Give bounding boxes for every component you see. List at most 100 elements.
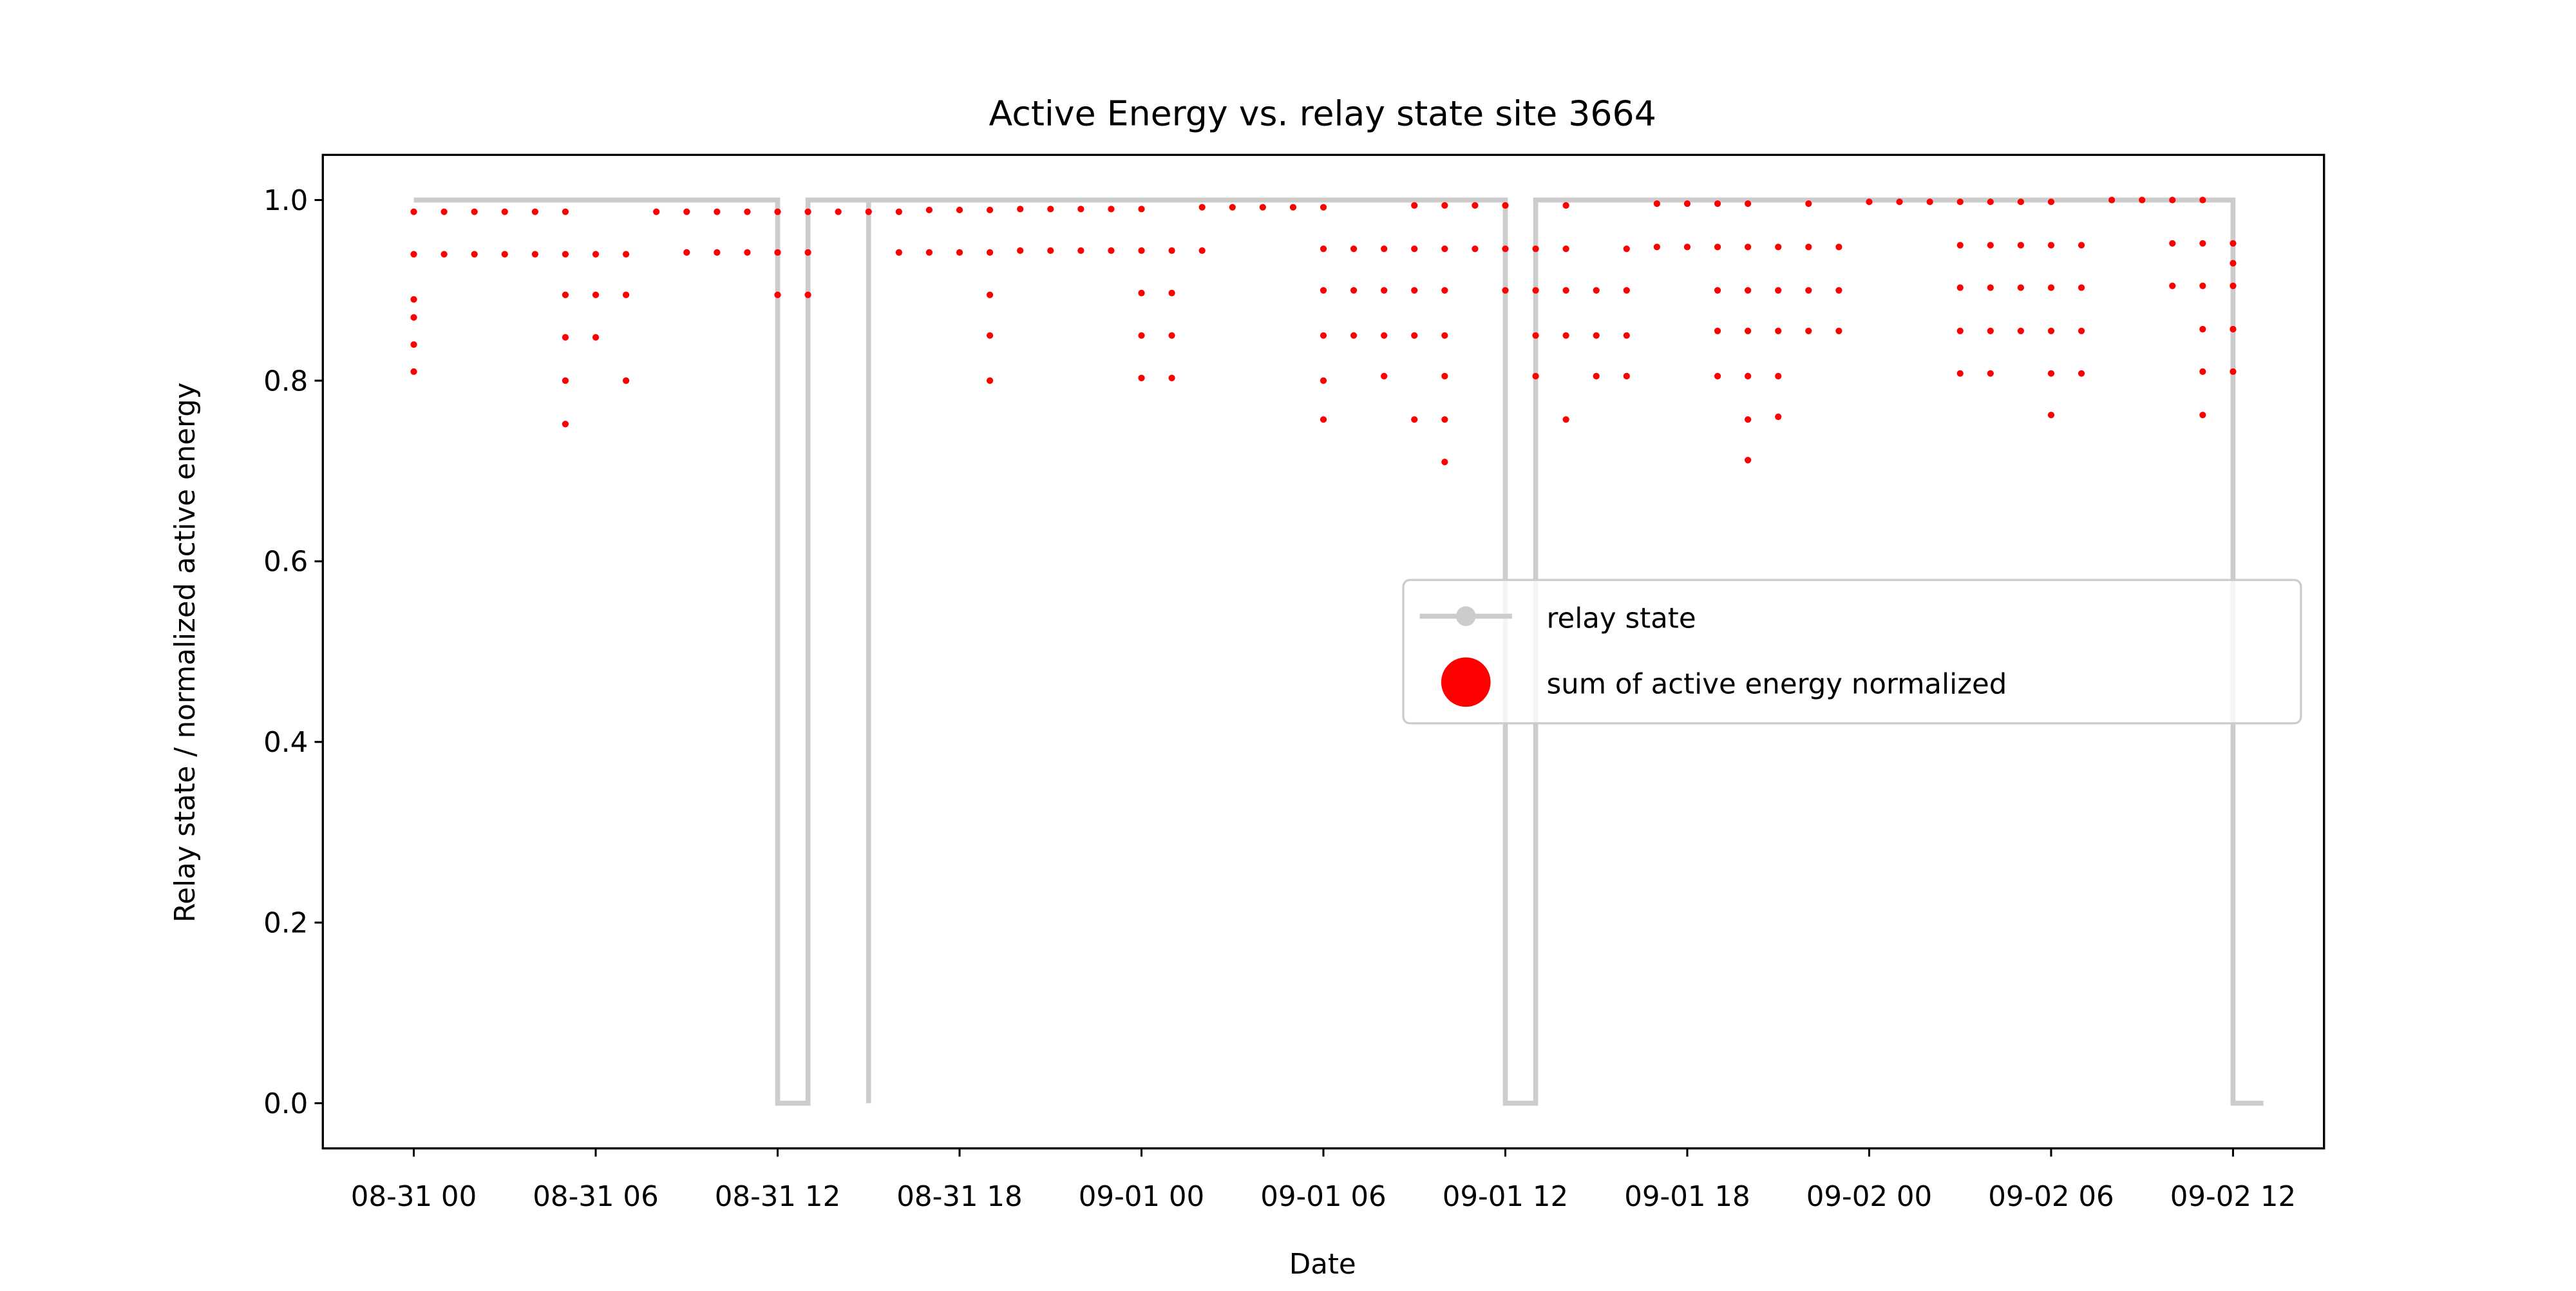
energy-point (1956, 198, 1964, 206)
energy-point (1956, 284, 1964, 291)
energy-point (1532, 372, 1539, 380)
energy-point (1775, 327, 1782, 334)
energy-point (1320, 287, 1327, 294)
legend-marker (1441, 657, 1491, 707)
energy-point (2169, 196, 2176, 204)
energy-point (2199, 196, 2206, 204)
energy-point (1502, 202, 1509, 209)
energy-point (1441, 416, 1448, 423)
energy-point (2078, 242, 2085, 249)
energy-point (1320, 245, 1327, 253)
y-tick-label: 0.0 (263, 1088, 308, 1120)
energy-point (2017, 327, 2024, 334)
energy-point (1411, 332, 1418, 339)
energy-point (1835, 327, 1842, 334)
x-tick-label: 09-01 00 (1079, 1181, 1204, 1213)
energy-point (925, 249, 933, 256)
energy-point (592, 291, 600, 298)
energy-point (2108, 196, 2116, 204)
energy-point (1441, 458, 1448, 466)
energy-point (1320, 332, 1327, 339)
energy-point (410, 368, 417, 376)
energy-point (2047, 284, 2055, 291)
x-tick-label: 09-01 06 (1260, 1181, 1386, 1213)
energy-point (986, 206, 994, 214)
energy-point (2230, 240, 2237, 247)
energy-point (410, 251, 417, 258)
energy-point (986, 291, 994, 298)
energy-point (1077, 247, 1084, 254)
energy-point (1562, 202, 1569, 209)
energy-point (2139, 196, 2146, 204)
energy-point (1472, 202, 1479, 209)
energy-point (1532, 287, 1539, 294)
energy-point (1138, 332, 1145, 339)
x-tick-label: 08-31 18 (896, 1181, 1022, 1213)
energy-point (410, 208, 417, 215)
energy-point (592, 251, 600, 258)
energy-point (2199, 240, 2206, 247)
energy-point (1198, 204, 1206, 211)
energy-point (1502, 287, 1509, 294)
energy-point (1350, 287, 1358, 294)
energy-point (2017, 198, 2024, 206)
energy-point (2047, 242, 2055, 249)
energy-point (1714, 372, 1721, 380)
legend-label: relay state (1547, 602, 1696, 635)
energy-point (1532, 245, 1539, 253)
energy-point (1229, 204, 1236, 211)
energy-point (1714, 244, 1721, 251)
energy-point (1381, 245, 1388, 253)
energy-point (1108, 247, 1115, 254)
energy-point (592, 334, 600, 341)
energy-point (2199, 412, 2206, 419)
energy-point (1775, 413, 1782, 421)
x-tick-label: 09-02 12 (2170, 1181, 2296, 1213)
energy-point (622, 291, 630, 298)
energy-point (1077, 206, 1084, 213)
energy-point (1411, 202, 1418, 209)
energy-point (1805, 200, 1812, 207)
energy-point (653, 208, 660, 215)
energy-point (562, 291, 569, 298)
energy-point (1138, 247, 1145, 254)
energy-point (986, 332, 994, 339)
energy-point (562, 334, 569, 341)
energy-point (1653, 200, 1661, 207)
y-tick-label: 0.8 (263, 365, 308, 397)
energy-point (986, 377, 994, 385)
energy-point (1562, 287, 1569, 294)
energy-point (1956, 327, 1964, 334)
energy-point (2047, 412, 2055, 419)
energy-point (1168, 247, 1175, 254)
energy-point (744, 249, 751, 256)
energy-point (895, 208, 902, 215)
energy-point (1441, 287, 1448, 294)
energy-point (804, 291, 811, 298)
energy-point (1956, 370, 1964, 377)
energy-point (1745, 457, 1752, 464)
energy-point (1775, 287, 1782, 294)
energy-point (562, 421, 569, 428)
energy-point (1502, 245, 1509, 253)
y-tick-label: 0.6 (263, 546, 308, 579)
energy-point (683, 208, 690, 215)
energy-point (1745, 200, 1752, 207)
energy-point (1593, 287, 1600, 294)
energy-point (1593, 332, 1600, 339)
energy-point (1745, 327, 1752, 334)
energy-point (1108, 206, 1115, 213)
energy-point (471, 251, 478, 258)
energy-point (1956, 242, 1964, 249)
energy-point (440, 251, 448, 258)
energy-point (2078, 327, 2085, 334)
energy-point (744, 208, 751, 215)
legend-label: sum of active energy normalized (1547, 669, 2007, 701)
energy-point (1017, 206, 1024, 213)
energy-point (1562, 416, 1569, 423)
x-tick-label: 09-01 12 (1443, 1181, 1568, 1213)
energy-point (1714, 327, 1721, 334)
energy-point (683, 249, 690, 256)
x-tick-label: 09-01 18 (1624, 1181, 1750, 1213)
y-tick-label: 0.2 (263, 907, 308, 939)
